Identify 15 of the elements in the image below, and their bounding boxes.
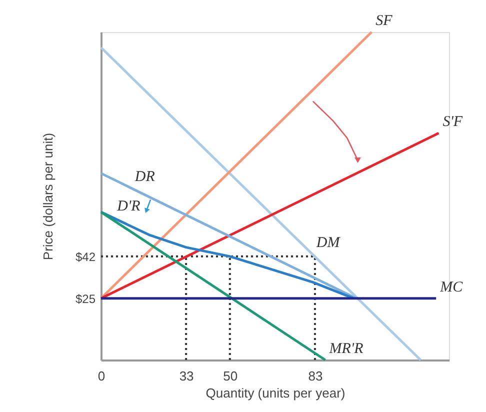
y-axis-title: Price (dollars per unit) — [40, 132, 56, 260]
annotation: MR'R — [328, 341, 364, 357]
y-tick-label: $42 — [75, 250, 96, 264]
x-tick-label: 83 — [308, 368, 323, 384]
annotation: SF — [376, 13, 394, 29]
x-tick-label: 33 — [179, 368, 194, 384]
annotation: DR — [134, 168, 155, 185]
x-tick-label: 50 — [223, 368, 238, 384]
annotation: DM — [315, 235, 342, 252]
annotation: D'R — [116, 198, 140, 215]
x-axis-title: Quantity (units per year) — [206, 386, 346, 400]
annotation: S'F — [442, 114, 464, 130]
x-tick-label: 0 — [98, 368, 106, 384]
y-tick-label: $25 — [75, 292, 96, 306]
annotation: MC — [439, 279, 464, 296]
